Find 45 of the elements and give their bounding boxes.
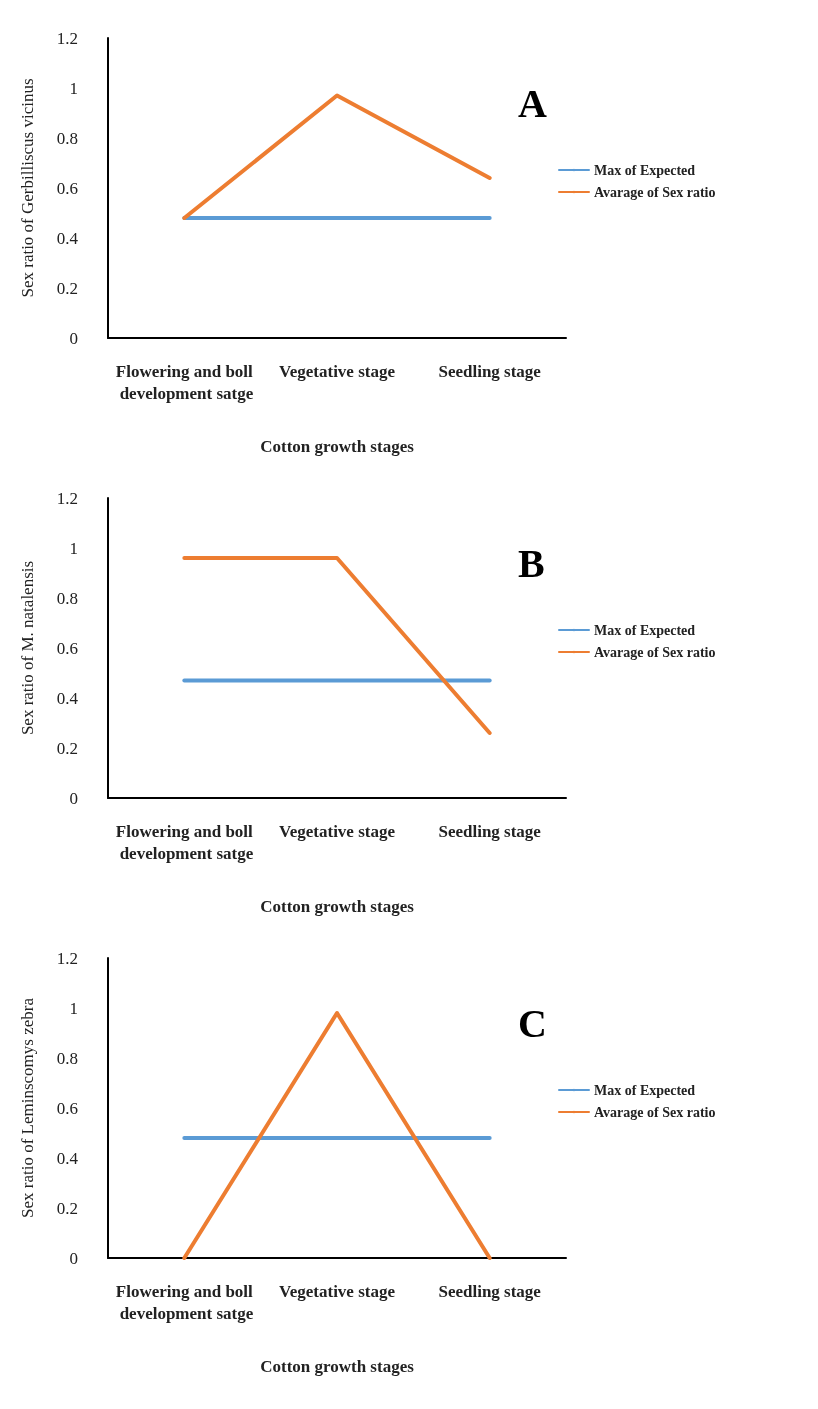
y-tick-label: 0.8 [56,128,78,148]
x-tick-label: Seedling stage [438,821,542,841]
y-tick-label: 0.6 [56,638,78,658]
y-tick-label: 1.2 [56,948,78,968]
y-axis-title: Sex ratio of M. natalensis [18,560,37,736]
x-tick-label: Flowering and boll development satge [115,361,254,403]
x-axis-title: Cotton growth stages [260,437,415,456]
y-tick-label: 0.4 [56,1148,79,1168]
legend-label: Max of Expected [594,1082,696,1098]
legend-label: Avarage of Sex ratio [594,644,716,660]
annotation: C [518,1000,547,1046]
y-tick-label: 0 [69,788,78,808]
annotation: A [518,80,547,126]
y-tick-label: 1 [69,998,78,1018]
y-tick-label: 0.8 [56,1048,78,1068]
y-tick-label: 1.2 [56,488,78,508]
y-tick-label: 0.2 [56,278,78,298]
x-tick-label: Seedling stage [438,361,542,381]
y-tick-label: 0.2 [56,738,78,758]
x-tick-label: Flowering and boll development satge [115,821,254,863]
legend-label: Max of Expected [594,622,696,638]
x-tick-label: Vegetative stage [279,1281,396,1301]
y-tick-label: 0 [69,1248,78,1268]
y-tick-label: 0.4 [56,688,79,708]
y-tick-label: 0.8 [56,588,78,608]
x-axis-title: Cotton growth stages [260,897,415,916]
y-tick-label: 1.2 [56,28,78,48]
legend-label: Max of Expected [594,162,696,178]
y-tick-label: 1 [69,538,78,558]
y-axis-title: Sex ratio of Leminscomys zebra [18,997,37,1218]
y-tick-label: 0.6 [56,1098,78,1118]
x-tick-label: Flowering and boll development satge [115,1281,254,1323]
x-tick-label: Vegetative stage [279,821,396,841]
x-axis-title: Cotton growth stages [260,1357,415,1376]
legend-label: Avarage of Sex ratio [594,184,716,200]
annotation: B [518,540,545,586]
x-tick-label: Vegetative stage [279,361,396,381]
y-axis-title: Sex ratio of Gerbilliscus vicinus [18,78,37,298]
y-tick-label: 0.2 [56,1198,78,1218]
y-tick-label: 0.6 [56,178,78,198]
y-tick-label: 0.4 [56,228,79,248]
y-tick-label: 0 [69,328,78,348]
y-tick-label: 1 [69,78,78,98]
legend-label: Avarage of Sex ratio [594,1104,716,1120]
x-tick-label: Seedling stage [438,1281,542,1301]
